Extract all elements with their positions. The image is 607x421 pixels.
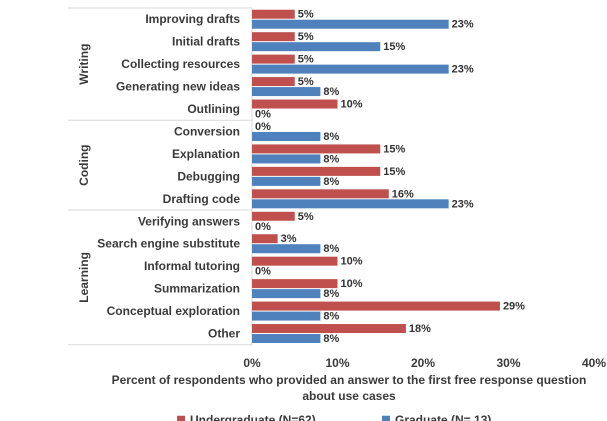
graduate-bar xyxy=(252,289,321,299)
undergraduate-bar xyxy=(252,54,295,64)
graduate-bar xyxy=(252,64,449,74)
category-label: Drafting code xyxy=(163,192,241,206)
category-label: Collecting resources xyxy=(121,57,240,71)
undergraduate-value-label: 15% xyxy=(383,143,405,155)
legend-undergraduate-label: Undergraduate (N=62) xyxy=(190,413,316,421)
graduate-value-label: 8% xyxy=(323,86,339,98)
legend: Undergraduate (N=62) Graduate (N= 13) xyxy=(177,413,491,421)
undergraduate-value-label: 10% xyxy=(341,256,363,268)
undergraduate-bar xyxy=(252,144,381,154)
undergraduate-bar xyxy=(252,99,338,109)
x-tick-label: 10% xyxy=(325,356,349,370)
bars-layer xyxy=(252,9,500,344)
x-tick-label: 0% xyxy=(243,356,261,370)
graduate-value-label: 0% xyxy=(255,109,271,121)
graduate-value-label: 15% xyxy=(383,41,405,53)
category-label: Other xyxy=(208,327,240,341)
graduate-value-label: 8% xyxy=(323,311,339,323)
x-tick-label: 20% xyxy=(411,356,435,370)
category-label: Informal tutoring xyxy=(144,259,240,273)
category-label: Conversion xyxy=(174,124,240,138)
undergraduate-value-label: 16% xyxy=(392,188,414,200)
graduate-bar xyxy=(252,244,321,254)
undergraduate-value-label: 10% xyxy=(341,278,363,290)
undergraduate-value-label: 29% xyxy=(503,301,525,313)
undergraduate-bar xyxy=(252,324,406,334)
undergraduate-bar xyxy=(252,279,338,289)
graduate-value-label: 8% xyxy=(323,131,339,143)
undergraduate-bar xyxy=(252,256,338,266)
graduate-bar xyxy=(252,42,381,52)
graduate-value-label: 8% xyxy=(323,243,339,255)
x-tick-label: 30% xyxy=(496,356,520,370)
category-label: Debugging xyxy=(177,169,240,183)
graduate-value-label: 0% xyxy=(255,266,271,278)
undergraduate-bar xyxy=(252,9,295,19)
graduate-value-label: 23% xyxy=(452,64,474,76)
undergraduate-bar xyxy=(252,211,295,221)
group-label-writing: Writing xyxy=(77,44,91,85)
undergraduate-bar xyxy=(252,234,278,244)
category-label: Conceptual exploration xyxy=(107,304,240,318)
category-label: Generating new ideas xyxy=(116,80,240,94)
undergraduate-bar xyxy=(252,32,295,42)
graduate-bar xyxy=(252,19,449,29)
graduate-bar xyxy=(252,334,321,344)
group-label-learning: Learning xyxy=(77,252,91,303)
undergraduate-value-label: 5% xyxy=(298,54,314,66)
category-label: Improving drafts xyxy=(145,12,240,26)
x-tick-label: 40% xyxy=(582,356,606,370)
graduate-value-label: 8% xyxy=(323,333,339,345)
graduate-bar xyxy=(252,87,321,97)
graduate-value-label: 23% xyxy=(452,19,474,31)
category-label: Outlining xyxy=(187,102,240,116)
undergraduate-value-label: 5% xyxy=(298,31,314,43)
undergraduate-bar xyxy=(252,301,500,311)
graduate-value-label: 8% xyxy=(323,176,339,188)
undergraduate-value-label: 10% xyxy=(341,99,363,111)
x-axis-title: Percent of respondents who provided an a… xyxy=(112,373,587,403)
category-label: Initial drafts xyxy=(172,35,240,49)
undergraduate-value-label: 15% xyxy=(383,166,405,178)
category-label: Search engine substitute xyxy=(97,237,240,251)
legend-graduate-label: Graduate (N= 13) xyxy=(395,413,491,421)
graduate-bar xyxy=(252,131,321,141)
grid-layer xyxy=(68,7,253,346)
undergraduate-value-label: 5% xyxy=(298,76,314,88)
labels-layer: 5%23%5%15%5%23%5%8%10%0%0%8%15%8%15%8%16… xyxy=(255,9,525,345)
undergraduate-bar xyxy=(252,189,389,199)
legend-graduate-swatch xyxy=(382,415,390,421)
graduate-value-label: 0% xyxy=(255,221,271,233)
group-label-coding: Coding xyxy=(77,144,91,185)
undergraduate-bar xyxy=(252,77,295,87)
graduate-value-label: 8% xyxy=(323,153,339,165)
graduate-bar xyxy=(252,311,321,321)
undergraduate-bar xyxy=(252,166,381,176)
graduate-bar xyxy=(252,176,321,186)
graduate-value-label: 8% xyxy=(323,288,339,300)
graduate-value-label: 23% xyxy=(452,198,474,210)
category-label: Explanation xyxy=(172,147,240,161)
graduate-bar xyxy=(252,199,449,209)
undergraduate-value-label: 0% xyxy=(255,121,271,133)
legend-undergraduate-swatch xyxy=(177,415,185,421)
undergraduate-value-label: 5% xyxy=(298,211,314,223)
undergraduate-value-label: 5% xyxy=(298,9,314,21)
category-label: Verifying answers xyxy=(138,214,240,228)
category-label: Summarization xyxy=(154,282,240,296)
undergraduate-value-label: 18% xyxy=(409,323,431,335)
undergraduate-value-label: 3% xyxy=(281,233,297,245)
graduate-bar xyxy=(252,154,321,164)
axis-layer: Writing Coding Learning Improving drafts Ini… xyxy=(77,12,606,403)
